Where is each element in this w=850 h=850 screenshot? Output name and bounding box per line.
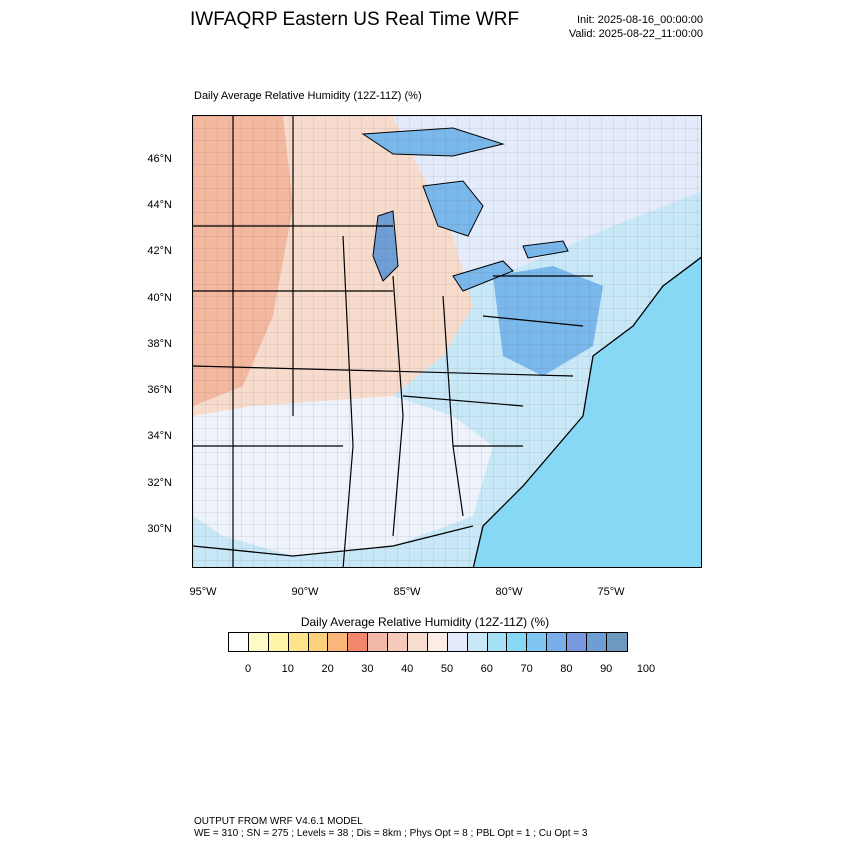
lat-label: 34°N: [147, 430, 172, 442]
lat-label: 30°N: [147, 523, 172, 535]
map-svg: [193, 116, 701, 567]
lon-label: 85°W: [393, 586, 421, 598]
lon-label: 75°W: [597, 586, 625, 598]
lat-label: 38°N: [147, 338, 172, 350]
colorbar-swatch: [487, 633, 508, 651]
lat-label: 40°N: [147, 292, 172, 304]
colorbar-swatch: [467, 633, 488, 651]
colorbar-tick-label: 90: [600, 663, 613, 675]
colorbar-swatch: [527, 633, 548, 651]
colorbar: [228, 632, 628, 652]
colorbar-swatch: [229, 633, 249, 651]
valid-time: Valid: 2025-08-22_11:00:00: [568, 28, 703, 40]
colorbar-swatch: [408, 633, 428, 651]
init-time: Init: 2025-08-16_00:00:00: [577, 14, 703, 26]
map-title: Daily Average Relative Humidity (12Z-11Z…: [194, 90, 422, 102]
colorbar-tick-label: 60: [480, 663, 493, 675]
colorbar-title: Daily Average Relative Humidity (12Z-11Z…: [300, 615, 550, 629]
humidity-map: [192, 115, 702, 568]
colorbar-swatch: [368, 633, 389, 651]
colorbar-tick-label: 30: [361, 663, 374, 675]
lat-label: 46°N: [147, 153, 172, 165]
colorbar-tick-label: 70: [520, 663, 533, 675]
lon-label: 80°W: [495, 586, 523, 598]
colorbar-swatch: [507, 633, 528, 651]
model-info-line1: OUTPUT FROM WRF V4.6.1 MODEL: [194, 816, 363, 827]
colorbar-swatch: [288, 633, 309, 651]
colorbar-swatch: [248, 633, 269, 651]
colorbar-swatch: [587, 633, 607, 651]
lat-label: 42°N: [147, 245, 172, 257]
colorbar-swatch: [547, 633, 568, 651]
lon-label: 95°W: [189, 586, 217, 598]
colorbar-tick-label: 0: [244, 663, 252, 675]
colorbar-swatch: [328, 633, 349, 651]
model-info: OUTPUT FROM WRF V4.6.1 MODEL WE = 310 ; …: [194, 816, 587, 840]
state-borders: [193, 116, 593, 567]
colorbar-swatch: [268, 633, 289, 651]
lat-label: 32°N: [147, 477, 172, 489]
colorbar-swatch: [388, 633, 409, 651]
atlantic-coastline: [472, 256, 701, 567]
colorbar-tick-label: 10: [281, 663, 294, 675]
colorbar-swatch: [606, 633, 627, 651]
colorbar-tick-label: 20: [321, 663, 334, 675]
county-lines: [193, 116, 701, 567]
gulf-coastline: [193, 525, 474, 557]
lon-label: 90°W: [291, 586, 319, 598]
colorbar-tick-label: 100: [636, 663, 656, 675]
colorbar-tick-label: 50: [440, 663, 454, 675]
colorbar-tick-label: 80: [560, 663, 573, 675]
colorbar-swatch: [348, 633, 369, 651]
main-title: IWFAQRP Eastern US Real Time WRF: [190, 9, 520, 30]
init-valid-times: Init: 2025-08-16_00:00:00 Valid: 2025-08…: [569, 13, 703, 41]
lat-label: 36°N: [147, 384, 172, 396]
colorbar-swatch: [447, 633, 468, 651]
model-info-line2: WE = 310 ; SN = 275 ; Levels = 38 ; Dis …: [194, 828, 588, 839]
colorbar-swatch: [427, 633, 448, 651]
colorbar-tick-label: 40: [401, 663, 414, 675]
colorbar-swatch: [567, 633, 588, 651]
lat-label: 44°N: [147, 199, 172, 211]
colorbar-swatch: [308, 633, 329, 651]
